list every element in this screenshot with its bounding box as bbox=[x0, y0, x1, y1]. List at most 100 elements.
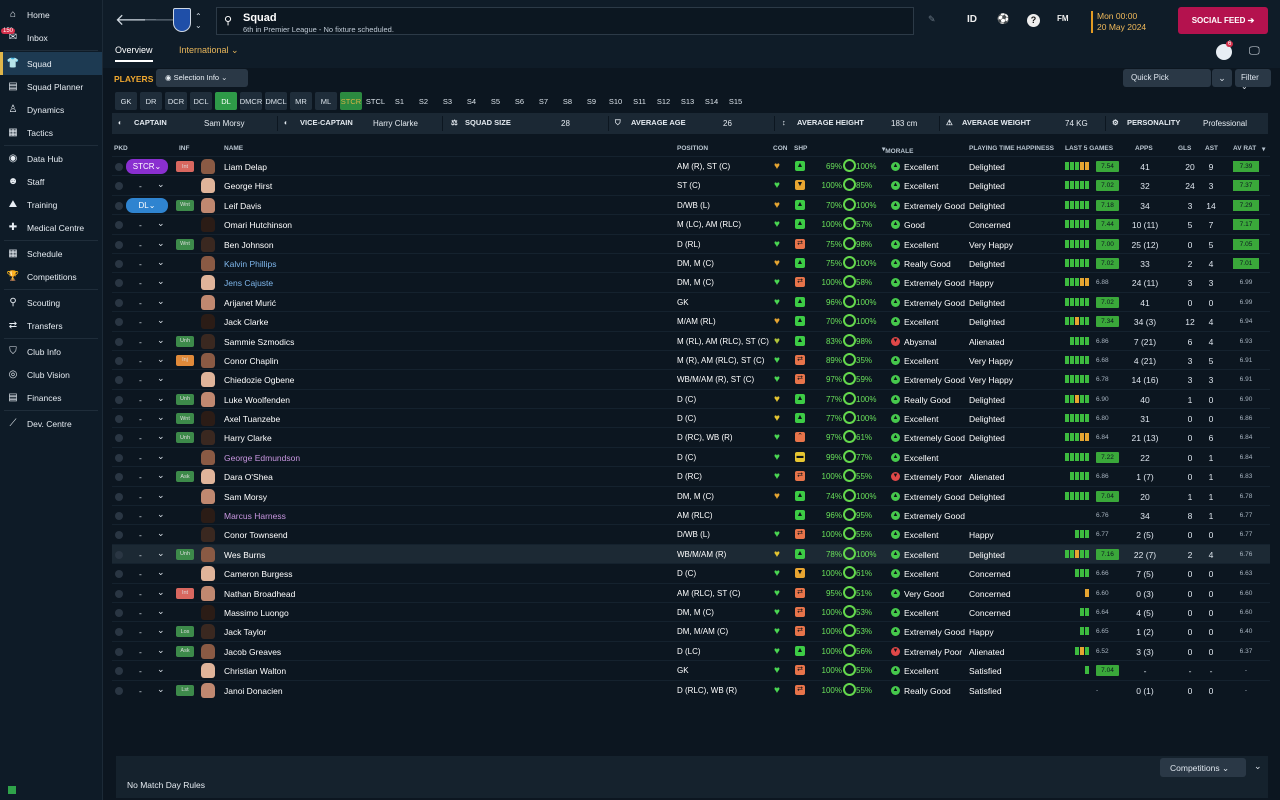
tab-overview[interactable]: Overview bbox=[115, 45, 153, 62]
position-button-s3[interactable]: S3 bbox=[442, 96, 453, 106]
avatar[interactable] bbox=[201, 294, 215, 310]
col-last5[interactable]: LAST 5 GAMES bbox=[1065, 145, 1114, 152]
avatar[interactable] bbox=[201, 255, 215, 271]
avatar[interactable] bbox=[201, 527, 215, 543]
position-button-s9[interactable]: S9 bbox=[586, 96, 597, 106]
table-row[interactable]: DL ⌄ Wnt Leif Davis D/WB (L) ♥ ▲ 70% 100% ▲ Extre… bbox=[112, 194, 1270, 214]
sidebar-item-transfers[interactable]: ⇄ Transfers bbox=[0, 314, 102, 337]
picked-position-badge[interactable]: DL ⌄ bbox=[126, 197, 168, 213]
table-row[interactable]: - ⌄ Unh Luke Woolfenden D (C) ♥ ▲ 77% 100% ▲ Reall… bbox=[112, 388, 1270, 408]
position-button-s7[interactable]: S7 bbox=[538, 96, 549, 106]
sidebar-item-club-info[interactable]: ⛉ Club Info bbox=[0, 340, 102, 363]
sidebar-item-squad-planner[interactable]: ▤ Squad Planner bbox=[0, 75, 102, 98]
position-button-gk[interactable]: GK bbox=[115, 92, 137, 110]
selection-info-dropdown[interactable]: ◉ Selection Info ⌄ bbox=[156, 69, 248, 87]
pick-indicator[interactable] bbox=[115, 240, 123, 249]
player-name[interactable]: Wes Burns bbox=[224, 549, 266, 560]
chevron-down-icon[interactable]: ⌄ bbox=[157, 605, 165, 616]
pick-indicator[interactable] bbox=[115, 512, 123, 521]
avatar[interactable] bbox=[201, 604, 215, 620]
table-row[interactable]: - ⌄ Jack Clarke M/AM (RL) ♥ ▲ 70% 100% ▲ Excellen… bbox=[112, 311, 1270, 330]
avatar[interactable] bbox=[201, 566, 215, 582]
pick-indicator[interactable] bbox=[115, 647, 123, 656]
player-name[interactable]: Jacob Greaves bbox=[224, 646, 282, 657]
avatar[interactable] bbox=[201, 178, 215, 194]
avatar[interactable] bbox=[201, 508, 215, 524]
social-feed-button[interactable]: SOCIAL FEED ➔ bbox=[1178, 7, 1268, 34]
player-name[interactable]: Nathan Broadhead bbox=[224, 588, 296, 599]
chevron-down-icon[interactable]: ⌄ bbox=[157, 509, 165, 520]
avatar[interactable] bbox=[201, 643, 215, 659]
chevron-down-icon[interactable]: ⌄ bbox=[157, 450, 165, 461]
avatar[interactable] bbox=[201, 624, 215, 640]
table-row[interactable]: - ⌄ Unh Wes Burns WB/M/AM (R) ♥ ▲ 78% 100% ▲ Excel… bbox=[112, 543, 1270, 564]
table-row[interactable]: - ⌄ George Hirst ST (C) ♥ ▼ 100% 85% ▲ Excellent D… bbox=[112, 175, 1270, 194]
pick-indicator[interactable] bbox=[115, 337, 123, 346]
chevron-down-icon[interactable]: ⌄ bbox=[157, 276, 165, 287]
position-button-stcr[interactable]: STCR bbox=[340, 92, 362, 110]
chevron-down-icon[interactable]: ⌄ bbox=[157, 683, 165, 694]
table-row[interactable]: - ⌄ Los Jack Taylor DM, M/AM (C) ♥ ⇄ 100% 53% ▲ Ex… bbox=[112, 621, 1270, 640]
position-button-dcl[interactable]: DCL bbox=[190, 92, 212, 110]
player-name[interactable]: Sam Morsy bbox=[224, 491, 267, 502]
monitor-icon[interactable]: 🖵 bbox=[1249, 45, 1260, 57]
position-button-dmcl[interactable]: DMCL bbox=[265, 92, 287, 110]
chevron-down-icon[interactable]: ⌄ bbox=[157, 644, 165, 655]
position-button-dl[interactable]: DL bbox=[215, 92, 237, 110]
table-row[interactable]: - ⌄ Jens Cajuste DM, M (C) ♥ ⇄ 100% 58% ▲ Extreme… bbox=[112, 272, 1270, 291]
table-row[interactable]: - ⌄ Massimo Luongo DM, M (C) ♥ ⇄ 100% 53% ▲ Excel… bbox=[112, 601, 1270, 621]
table-row[interactable]: - ⌄ Int Nathan Broadhead AM (RLC), ST (C) ♥ ⇄ 9… bbox=[112, 582, 1270, 602]
filter-button[interactable]: Filter ⌄ bbox=[1235, 69, 1271, 91]
position-button-s4[interactable]: S4 bbox=[466, 96, 477, 106]
position-button-s13[interactable]: S13 bbox=[680, 96, 695, 106]
col-name[interactable]: NAME bbox=[224, 145, 244, 152]
chevron-down-icon[interactable]: ⌄ bbox=[157, 179, 165, 190]
chevron-down-icon[interactable]: ⌄ bbox=[157, 237, 165, 248]
table-row[interactable]: - ⌄ Inj Conor Chaplin M (R), AM (RLC), ST (C… bbox=[112, 349, 1270, 369]
avatar[interactable] bbox=[201, 217, 215, 233]
sidebar-item-medical-centre[interactable]: ✚ Medical Centre bbox=[0, 216, 102, 239]
pick-indicator[interactable] bbox=[115, 318, 123, 327]
table-row[interactable]: - ⌄ Sam Morsy DM, M (C) ♥ ▲ 74% 100% ▲ Extremely … bbox=[112, 485, 1270, 505]
sidebar-item-home[interactable]: ⌂ Home bbox=[0, 3, 102, 26]
search-icon[interactable]: ⚲ bbox=[224, 15, 233, 27]
help-icon[interactable]: ? bbox=[1027, 14, 1040, 27]
player-name[interactable]: Ben Johnson bbox=[224, 239, 274, 250]
edit-icon[interactable]: ✎ bbox=[928, 14, 936, 24]
col-gls[interactable]: GLS bbox=[1178, 145, 1192, 152]
pick-indicator[interactable] bbox=[115, 434, 123, 443]
sidebar-item-training[interactable]: ⛰ Training bbox=[0, 193, 102, 216]
chevron-down-icon[interactable]: ⌄ bbox=[157, 373, 165, 384]
table-row[interactable]: - ⌄ Christian Walton GK ♥ ⇄ 100% 55% ▲ Excellent S… bbox=[112, 660, 1270, 679]
pick-indicator[interactable] bbox=[115, 686, 123, 695]
pick-indicator[interactable] bbox=[115, 415, 123, 424]
table-row[interactable]: - ⌄ Kalvin Phillips DM, M (C) ♥ ▲ 75% 100% ▲ Real… bbox=[112, 252, 1270, 272]
chevron-down-icon[interactable]: ⌄ bbox=[157, 315, 165, 326]
position-button-s14[interactable]: S14 bbox=[704, 96, 719, 106]
pick-indicator[interactable] bbox=[115, 667, 123, 676]
pick-indicator[interactable] bbox=[115, 279, 123, 288]
pick-indicator[interactable] bbox=[115, 376, 123, 385]
pick-indicator[interactable] bbox=[115, 453, 123, 462]
col-shp[interactable]: SHP bbox=[794, 145, 808, 152]
sidebar-item-schedule[interactable]: ▦ Schedule bbox=[0, 242, 102, 265]
position-button-mr[interactable]: MR bbox=[290, 92, 312, 110]
chevron-down-icon[interactable]: ⌄ bbox=[157, 586, 165, 597]
position-button-dcr[interactable]: DCR bbox=[165, 92, 187, 110]
chevron-down-icon[interactable]: ⌄ bbox=[157, 528, 165, 539]
player-name[interactable]: Harry Clarke bbox=[224, 433, 272, 444]
people-icon[interactable] bbox=[1216, 44, 1232, 60]
position-button-dr[interactable]: DR bbox=[140, 92, 162, 110]
player-name[interactable]: Cameron Burgess bbox=[224, 569, 293, 580]
sidebar-item-competitions[interactable]: 🏆 Competitions bbox=[0, 265, 102, 288]
avatar[interactable] bbox=[201, 546, 215, 562]
avatar[interactable] bbox=[201, 682, 215, 698]
sidebar-item-tactics[interactable]: ▦ Tactics bbox=[0, 121, 102, 144]
sidebar-item-club-vision[interactable]: ◎ Club Vision bbox=[0, 363, 102, 386]
position-button-s15[interactable]: S15 bbox=[728, 96, 743, 106]
chevron-down-icon[interactable]: ⌄ bbox=[157, 431, 165, 442]
back-arrow-icon[interactable]: 🡐 bbox=[115, 12, 158, 29]
sidebar-item-dev-centre[interactable]: ⟋ Dev. Centre bbox=[0, 412, 102, 435]
pick-indicator[interactable] bbox=[115, 492, 123, 501]
avatar[interactable] bbox=[201, 663, 215, 679]
